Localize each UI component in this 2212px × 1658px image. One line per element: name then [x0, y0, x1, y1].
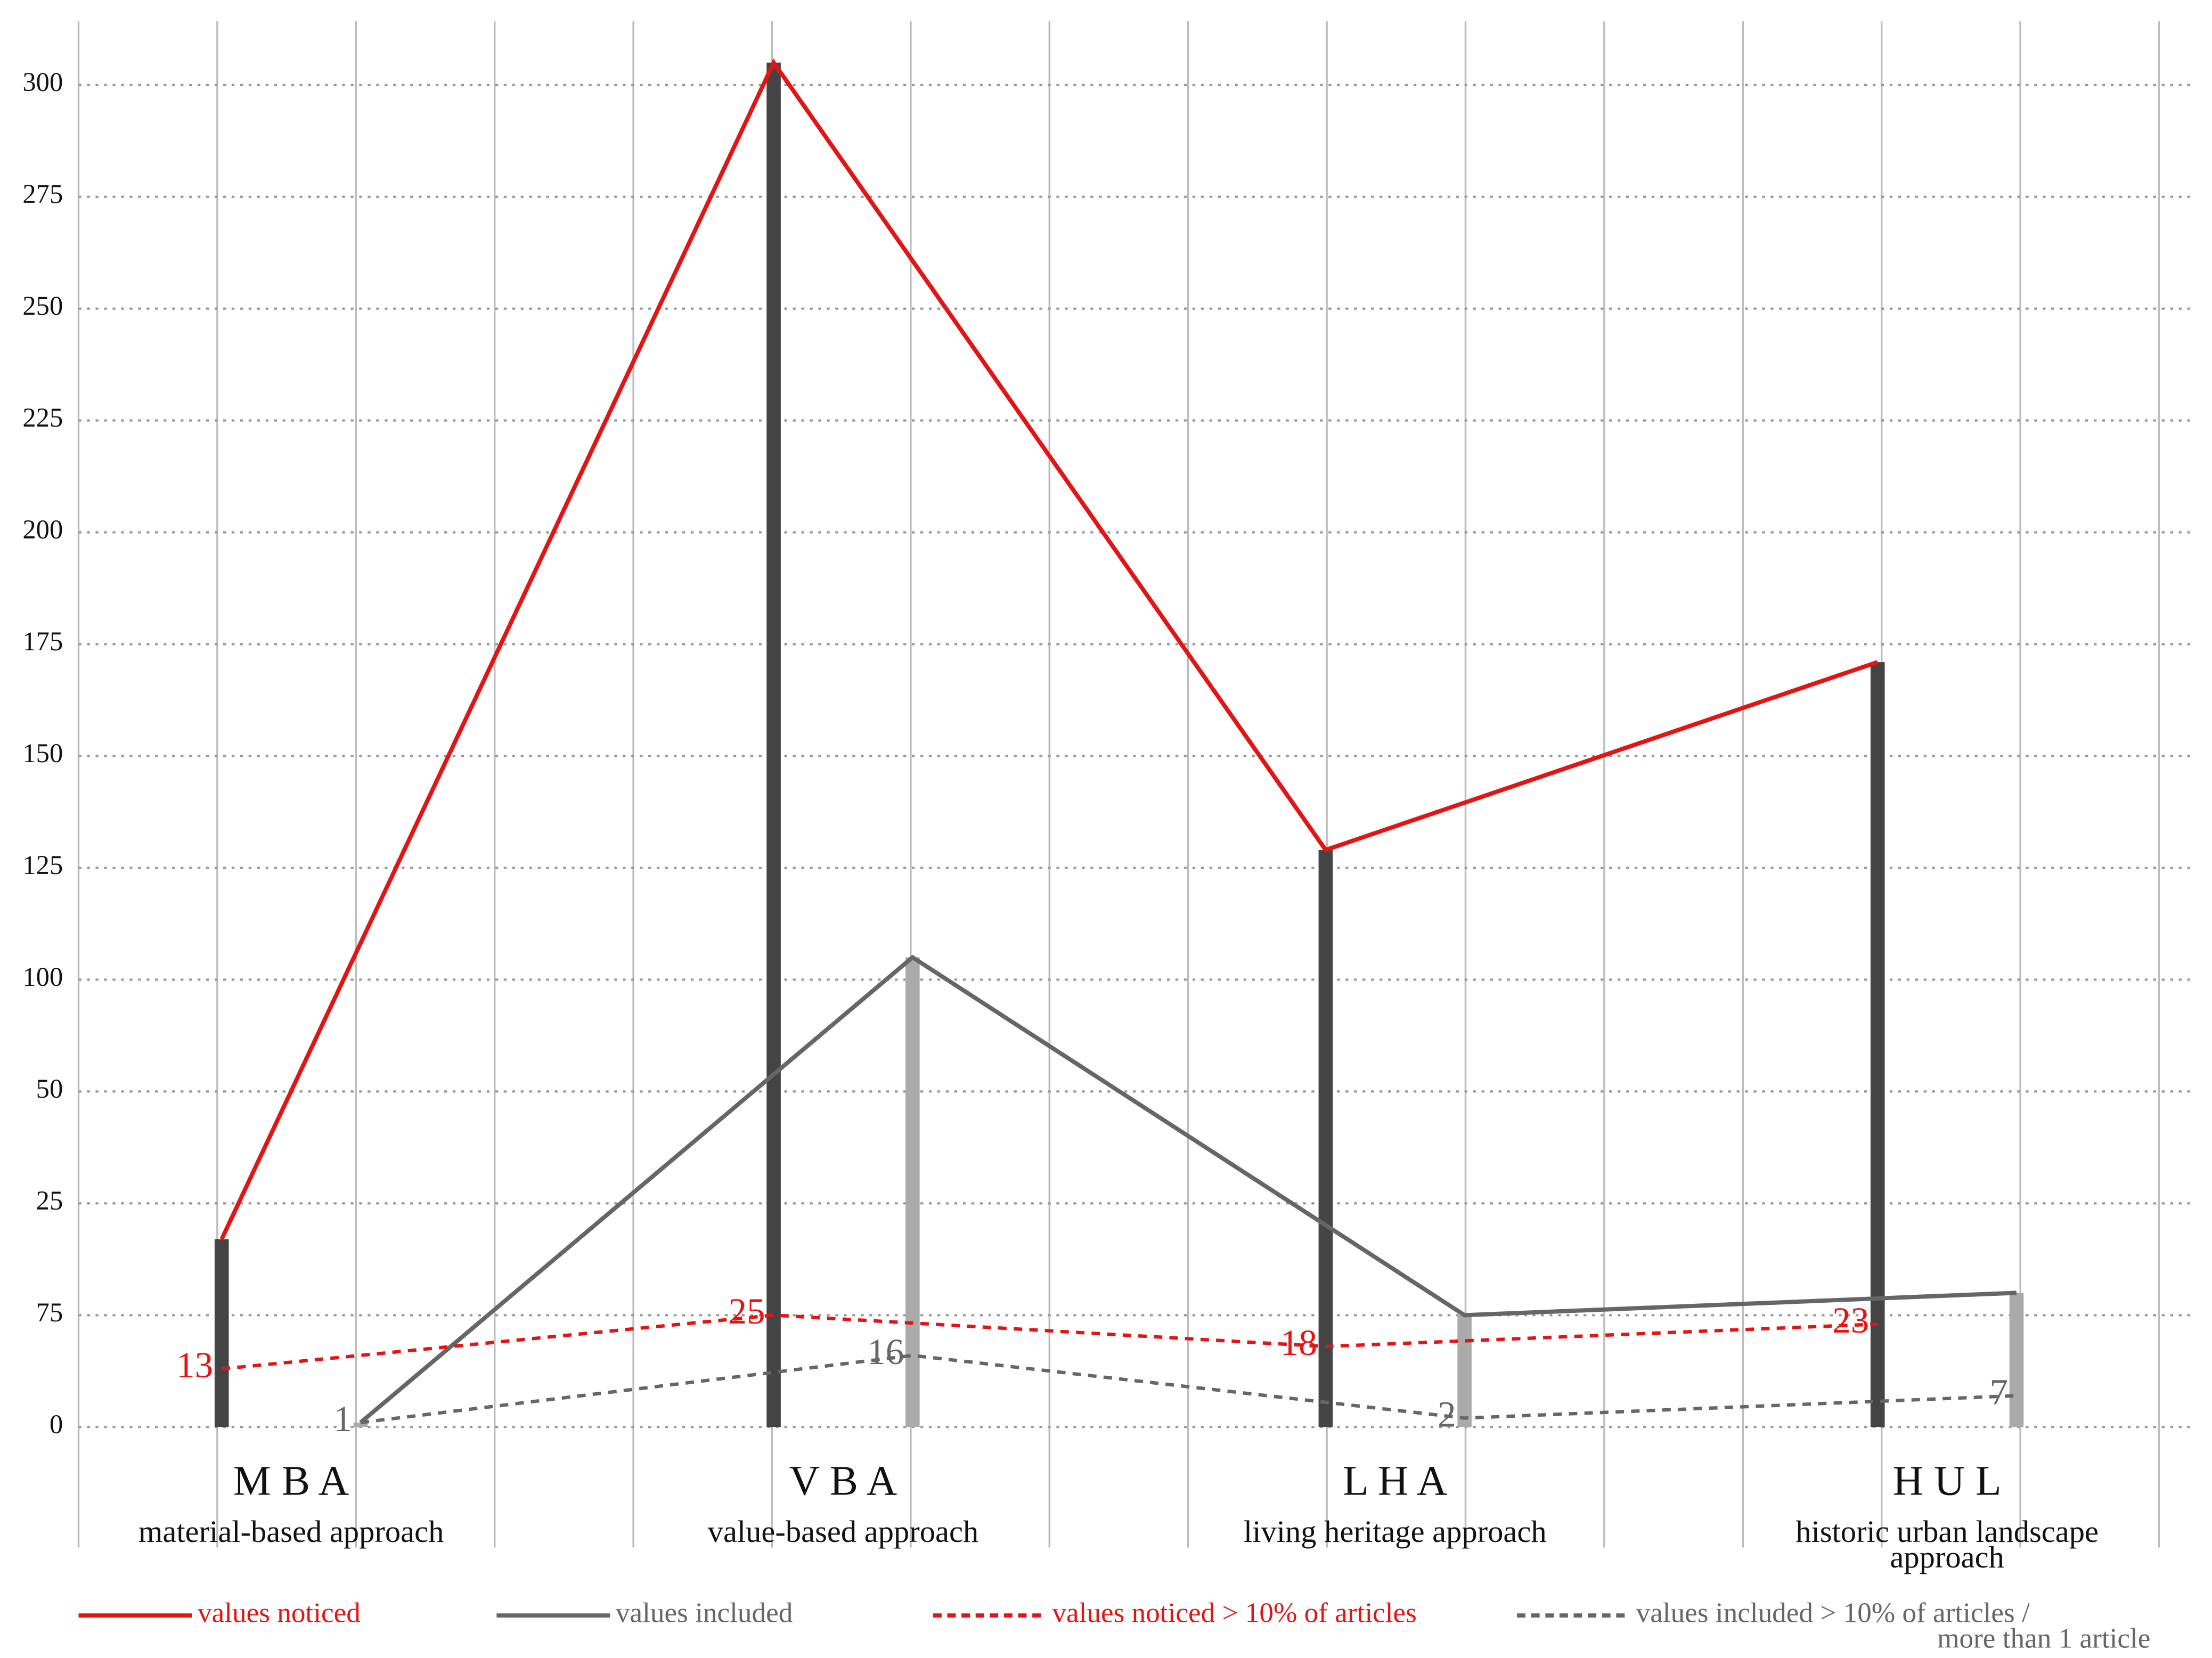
bar — [214, 1239, 229, 1427]
series-line — [359, 954, 2017, 1424]
legend-label: more than 1 article — [1937, 1622, 2150, 1654]
category-label: L H A — [1343, 1458, 1448, 1505]
series-line — [219, 58, 1879, 1240]
data-label: 1 — [333, 1398, 352, 1439]
y-tick-label: 0 — [50, 1409, 63, 1439]
category-description: living heritage approach — [1244, 1514, 1547, 1549]
y-tick-label: 250 — [22, 291, 63, 321]
y-tick-label: 200 — [22, 514, 63, 544]
category-label: V B A — [789, 1458, 897, 1505]
data-label: 13 — [176, 1344, 213, 1385]
category-description: approach — [1890, 1540, 2004, 1574]
category-description: value-based approach — [708, 1514, 979, 1549]
data-label: 16 — [867, 1331, 904, 1372]
series-line — [360, 1353, 2017, 1425]
y-tick-label: 125 — [22, 850, 63, 880]
y-tick-label: 100 — [22, 962, 63, 992]
data-label: 2 — [1438, 1393, 1456, 1434]
legend-label: values included > 10% of articles / — [1636, 1597, 2030, 1628]
bar — [2009, 1293, 2024, 1427]
data-label: 23 — [1832, 1300, 1869, 1341]
legend-label: values noticed — [198, 1597, 361, 1628]
bar — [1870, 662, 1885, 1427]
category-description: material-based approach — [138, 1514, 444, 1549]
y-tick-label: 25 — [36, 1186, 63, 1215]
data-label: 25 — [728, 1291, 765, 1332]
category-label: M B A — [233, 1458, 349, 1505]
series-line — [221, 1313, 1878, 1371]
legend-label: values noticed > 10% of articles — [1052, 1597, 1416, 1628]
category-label: H U L — [1893, 1458, 2002, 1505]
bar — [905, 957, 920, 1427]
y-tick-label: 50 — [36, 1074, 63, 1104]
data-label: 7 — [1989, 1371, 2008, 1412]
bar — [1457, 1315, 1472, 1427]
legend-label: values included — [616, 1597, 793, 1628]
y-tick-label: 150 — [22, 738, 63, 768]
bar — [766, 62, 781, 1427]
y-tick-label: 275 — [22, 179, 63, 209]
category-description: historic urban landscape — [1795, 1514, 2099, 1549]
data-label: 18 — [1280, 1322, 1317, 1363]
y-tick-label: 225 — [22, 403, 63, 432]
bar — [353, 1422, 368, 1427]
y-tick-label: 75 — [36, 1297, 63, 1327]
bar — [1318, 850, 1333, 1427]
y-tick-label: 175 — [22, 626, 63, 656]
y-tick-label: 300 — [22, 67, 63, 97]
